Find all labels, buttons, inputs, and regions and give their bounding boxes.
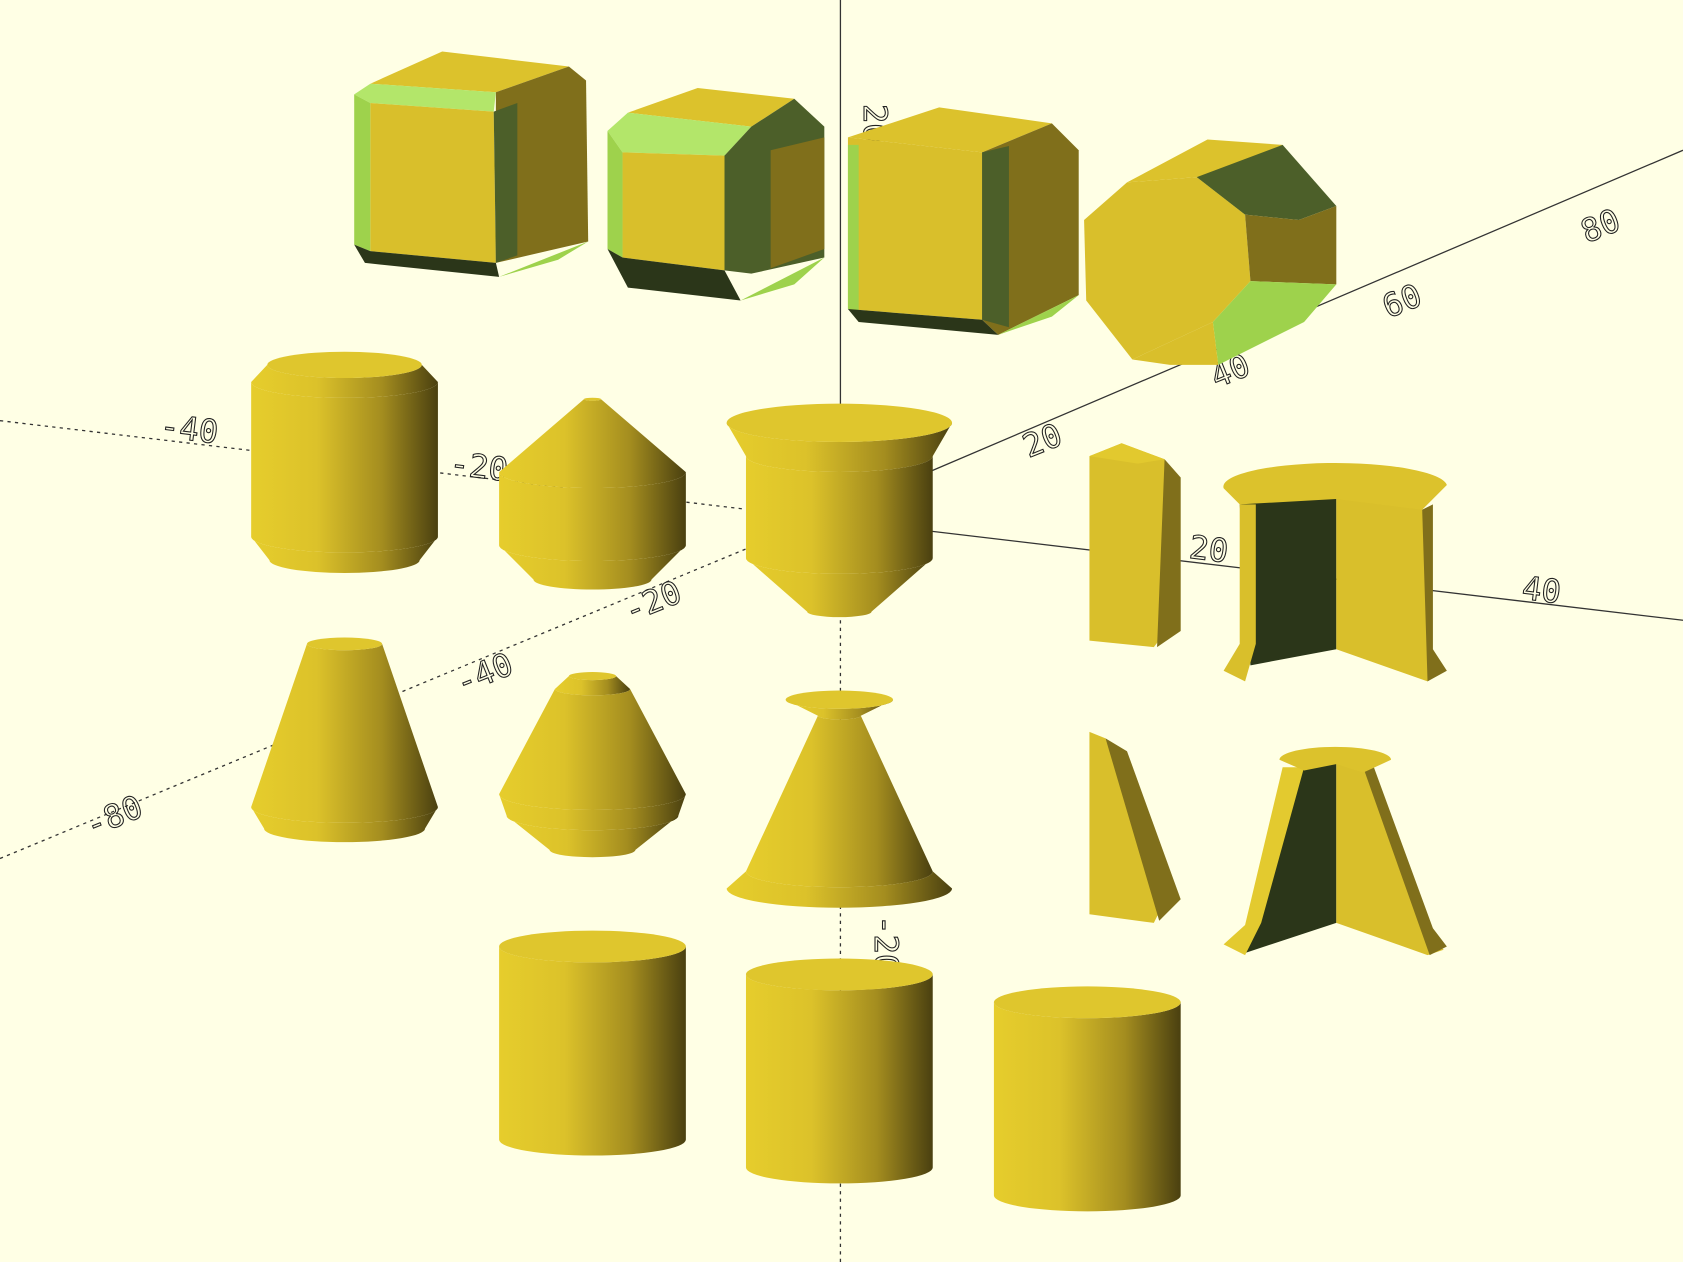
face: [1089, 443, 1165, 648]
face: [1245, 761, 1337, 953]
solid-segment: [506, 815, 679, 858]
face: [1157, 459, 1181, 648]
face: [740, 257, 825, 301]
solid-segment: [251, 382, 438, 553]
solid-segment: [993, 1002, 1181, 1212]
revolved-solid: [499, 397, 686, 590]
face: [370, 103, 496, 263]
solid-segment: [554, 676, 631, 696]
solid-cap: [267, 351, 422, 378]
face: [607, 130, 623, 258]
revolved-solid: [726, 690, 953, 908]
solid-segment: [251, 536, 438, 573]
y-axis-neg: [0, 509, 841, 860]
face: [1363, 767, 1447, 956]
solid-segment: [745, 558, 933, 618]
face: [847, 309, 999, 335]
face: [1105, 738, 1181, 921]
octagon-prism: [1084, 139, 1337, 365]
face: [1223, 767, 1305, 956]
axis-label: 20: [1187, 528, 1230, 570]
revolved-solid: [499, 672, 686, 858]
solid-segment: [785, 699, 894, 720]
face: [982, 145, 1009, 328]
face: [1089, 443, 1165, 464]
face: [1196, 144, 1337, 220]
half-prism: [1089, 443, 1181, 648]
revolved-solid: [251, 351, 438, 573]
face: [607, 112, 752, 156]
face: [1239, 488, 1337, 666]
solid-segment: [499, 946, 686, 1156]
axis-label: -40: [158, 407, 220, 452]
face: [495, 66, 589, 263]
face: [354, 94, 371, 252]
revolved-solid: [745, 958, 933, 1184]
face: [847, 144, 859, 312]
solid-segment: [499, 688, 686, 810]
axis-label: 40: [1520, 569, 1563, 611]
solid-segment: [745, 715, 933, 888]
face: [1223, 504, 1256, 682]
chamfer-cube: [607, 87, 825, 301]
revolved-solid: [993, 986, 1181, 1212]
solid-segment: [251, 364, 438, 398]
wedge: [1089, 731, 1181, 923]
face: [1223, 463, 1447, 510]
revolved-solid: [499, 930, 686, 1156]
face: [354, 83, 496, 112]
solid-segment: [251, 806, 438, 843]
solid-segment: [499, 794, 686, 831]
face: [493, 103, 518, 263]
face: [622, 152, 725, 271]
half-cylinder: [1223, 463, 1447, 682]
solid-segment: [745, 974, 933, 1184]
face: [847, 107, 1052, 153]
revolved-solid: [726, 403, 953, 618]
solid-segment: [745, 456, 933, 574]
solid-cap: [499, 930, 686, 963]
chamfer-cube: [354, 51, 589, 277]
face: [607, 248, 741, 301]
solid-segment: [726, 871, 953, 908]
half-cone: [1223, 746, 1447, 956]
face: [847, 137, 983, 320]
chamfer-cube: [847, 107, 1079, 335]
face: [770, 137, 825, 269]
solid-cap: [568, 672, 617, 681]
solid-cap: [993, 986, 1181, 1019]
solid-segment: [726, 422, 953, 472]
solid-segment: [251, 643, 438, 823]
face: [627, 87, 795, 127]
face: [354, 244, 500, 277]
solid-cap: [726, 403, 953, 442]
solid-cap: [306, 637, 383, 651]
solid-cap: [745, 958, 933, 991]
face: [370, 51, 569, 93]
face: [1422, 504, 1447, 682]
face: [1336, 488, 1444, 682]
face: [1084, 177, 1251, 360]
face: [1212, 281, 1337, 365]
revolved-solid: [251, 637, 438, 843]
face: [1279, 746, 1392, 773]
solid-segment: [499, 545, 686, 590]
solid-segment: [499, 399, 686, 489]
face: [1245, 206, 1337, 285]
shapes: [251, 51, 1447, 1212]
solid-cap: [583, 397, 602, 401]
solid-cap: [785, 690, 894, 709]
face: [1132, 321, 1219, 365]
solid-segment: [499, 472, 686, 562]
